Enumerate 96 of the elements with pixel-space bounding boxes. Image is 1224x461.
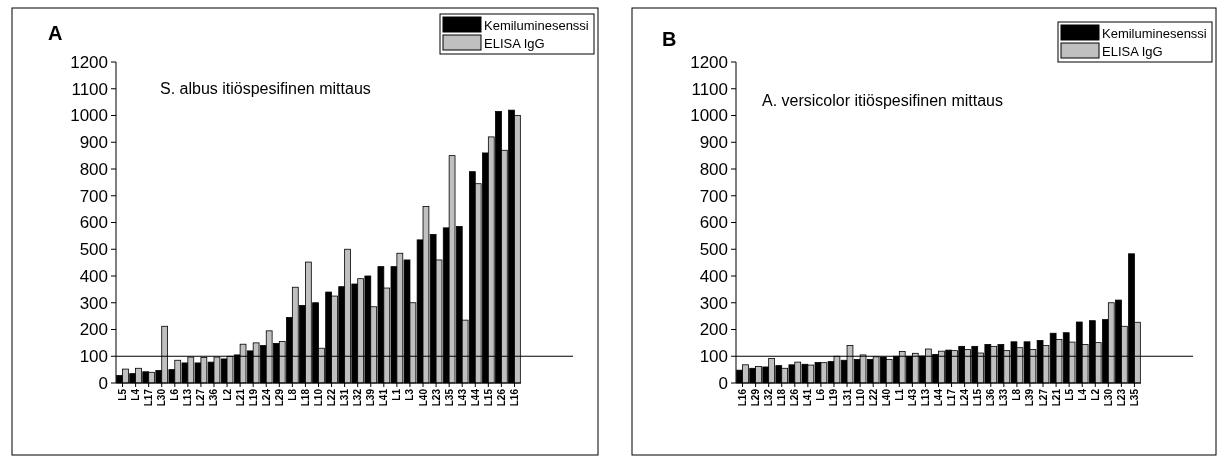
x-tick-label: L21 bbox=[1050, 388, 1062, 407]
y-tick-label: 0 bbox=[718, 373, 728, 393]
x-tick-label: L17 bbox=[143, 388, 155, 407]
x-tick-label: L23 bbox=[430, 388, 442, 407]
y-tick-label: 500 bbox=[79, 240, 108, 260]
legend-label: Kemiluminesenssi bbox=[1102, 25, 1207, 41]
y-tick-label: 100 bbox=[79, 347, 108, 367]
y-tick-label: 1100 bbox=[71, 79, 108, 99]
x-tick-label: L44 bbox=[933, 388, 944, 407]
x-tick-label: L36 bbox=[985, 388, 997, 407]
x-tick-label: L3 bbox=[404, 388, 416, 401]
y-tick-label: 300 bbox=[79, 293, 108, 313]
x-tick-label: L1 bbox=[391, 388, 403, 401]
annotation: A. versicolor itiöspesifinen mittaus bbox=[762, 92, 1003, 109]
x-tick-label: L10 bbox=[854, 388, 866, 407]
x-tick-label: L29 bbox=[750, 388, 762, 407]
x-tick-label: L22 bbox=[867, 388, 879, 407]
x-tick-label: L39 bbox=[365, 388, 377, 407]
x-tick-label: L31 bbox=[339, 388, 351, 407]
x-tick-label: L6 bbox=[169, 388, 181, 401]
y-tick-label: 800 bbox=[79, 159, 108, 179]
y-tick-label: 100 bbox=[699, 347, 728, 367]
x-tick-label: L4 bbox=[1076, 388, 1088, 401]
chart-title: B bbox=[662, 28, 677, 50]
y-tick-label: 300 bbox=[699, 293, 728, 313]
x-tick-label: L17 bbox=[946, 388, 958, 407]
x-tick-label: L39 bbox=[1024, 388, 1036, 407]
x-tick-label: L1 bbox=[893, 388, 905, 401]
x-tick-label: L10 bbox=[313, 388, 324, 407]
x-tick-label: L16 bbox=[737, 388, 749, 407]
x-tick-label: L33 bbox=[998, 388, 1010, 407]
y-tick-label: 600 bbox=[79, 213, 108, 233]
y-tick-label: 200 bbox=[79, 320, 108, 340]
y-tick-label: 800 bbox=[699, 159, 728, 179]
y-tick-label: 900 bbox=[699, 133, 728, 153]
x-tick-label: L32 bbox=[763, 388, 775, 407]
x-tick-label: L24 bbox=[260, 388, 272, 407]
x-tick-label: L26 bbox=[495, 388, 507, 407]
y-tick-label: 500 bbox=[699, 240, 728, 260]
y-tick-label: 1000 bbox=[70, 106, 108, 126]
y-tick-label: 0 bbox=[98, 373, 108, 393]
x-tick-label: L40 bbox=[417, 388, 429, 407]
x-tick-label: L41 bbox=[378, 388, 390, 407]
y-tick-label: 1100 bbox=[691, 79, 728, 99]
x-tick-label: L22 bbox=[326, 388, 338, 407]
x-tick-label: L19 bbox=[247, 388, 259, 407]
x-tick-label: L8 bbox=[1011, 388, 1023, 401]
x-tick-label: L21 bbox=[234, 388, 246, 407]
x-tick-label: L5 bbox=[117, 388, 129, 401]
x-tick-label: L35 bbox=[443, 388, 455, 407]
x-tick-label: L18 bbox=[776, 388, 788, 407]
y-tick-label: 400 bbox=[79, 266, 108, 286]
x-tick-label: L23 bbox=[1115, 388, 1127, 407]
x-tick-label: L18 bbox=[299, 388, 311, 407]
y-tick-label: 700 bbox=[699, 186, 728, 206]
x-tick-label: L8 bbox=[286, 388, 298, 401]
x-tick-label: L29 bbox=[273, 388, 285, 407]
y-tick-label: 900 bbox=[79, 133, 108, 153]
annotation: S. albus itiöspesifinen mittaus bbox=[160, 80, 371, 97]
x-tick-label: L16 bbox=[508, 388, 520, 407]
x-tick-label: L13 bbox=[182, 388, 194, 407]
x-tick-label: L44 bbox=[469, 388, 481, 407]
x-tick-label: L27 bbox=[1037, 388, 1049, 407]
x-tick-label: L43 bbox=[906, 388, 918, 407]
y-tick-label: 200 bbox=[699, 320, 728, 340]
x-tick-label: L26 bbox=[789, 388, 801, 407]
legend-label: ELISA IgG bbox=[1102, 43, 1163, 59]
y-tick-label: 1200 bbox=[690, 52, 728, 72]
x-tick-label: L13 bbox=[919, 388, 931, 407]
legend-label: Kemiluminesenssi bbox=[484, 17, 589, 33]
x-tick-label: L36 bbox=[208, 388, 220, 407]
x-tick-label: L6 bbox=[815, 388, 827, 401]
x-tick-label: L31 bbox=[841, 388, 853, 407]
x-tick-label: L15 bbox=[482, 388, 494, 407]
x-tick-label: L5 bbox=[1063, 388, 1075, 401]
x-tick-label: L30 bbox=[1102, 388, 1114, 407]
x-tick-label: L19 bbox=[828, 388, 840, 407]
x-tick-label: L2 bbox=[1089, 388, 1101, 401]
y-tick-label: 1200 bbox=[70, 52, 108, 72]
x-tick-label: L27 bbox=[195, 388, 207, 407]
x-tick-label: L40 bbox=[880, 388, 892, 407]
y-tick-label: 700 bbox=[79, 186, 108, 206]
x-tick-label: L35 bbox=[1128, 388, 1140, 407]
x-tick-label: L43 bbox=[456, 388, 468, 407]
y-tick-label: 400 bbox=[699, 266, 728, 286]
x-tick-label: L32 bbox=[352, 388, 364, 407]
x-tick-label: L41 bbox=[802, 388, 814, 407]
x-tick-label: L15 bbox=[972, 388, 984, 407]
y-tick-label: 600 bbox=[699, 213, 728, 233]
legend-label: ELISA IgG bbox=[484, 35, 545, 51]
x-tick-label: L30 bbox=[156, 388, 168, 407]
chart-title: A bbox=[48, 22, 63, 44]
x-tick-label: L4 bbox=[130, 388, 142, 401]
x-tick-label: L24 bbox=[959, 388, 971, 407]
x-tick-label: L2 bbox=[221, 388, 233, 401]
y-tick-label: 1000 bbox=[690, 106, 728, 126]
